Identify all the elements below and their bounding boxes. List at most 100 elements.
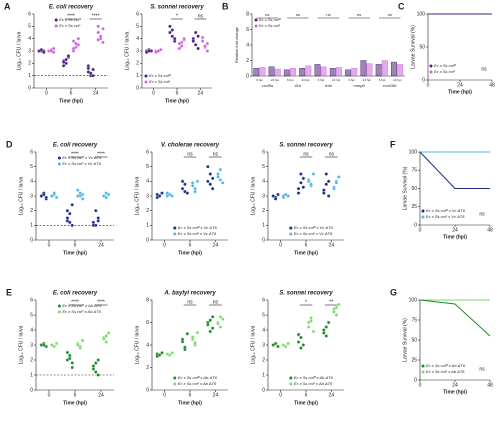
- data-point: [104, 334, 108, 338]
- data-point: [180, 186, 185, 191]
- data-point: [160, 191, 164, 195]
- significance-label: *: [305, 299, 307, 305]
- data-point: [296, 332, 301, 337]
- data-point: [334, 181, 339, 185]
- legend-marker: [421, 364, 425, 368]
- x-tick-label: 6 hpi: [318, 78, 325, 82]
- y-tick-label: 2: [30, 357, 33, 363]
- x-tick-label: 24 hpi: [271, 78, 280, 82]
- x-tick-label: 24 hpi: [393, 78, 402, 82]
- data-point: [337, 175, 341, 179]
- survival-line: [419, 151, 490, 189]
- data-point: [76, 36, 81, 41]
- x-tick-label: 24: [93, 90, 99, 96]
- chart-title: V. cholerae recovery: [161, 143, 220, 149]
- data-point: [61, 60, 66, 64]
- data-point: [96, 30, 100, 35]
- group-label: tnfa: [325, 83, 332, 88]
- legend-label: Ec x Ss colᴿ: [259, 17, 281, 22]
- data-point: [76, 188, 80, 192]
- significance-label: ns: [213, 151, 219, 157]
- data-point: [64, 57, 68, 62]
- legend-label: Ec x Ss colᴿ x Ab ΔT6: [178, 375, 218, 380]
- y-tick-label: 1: [262, 372, 265, 378]
- panel-label: D: [6, 139, 13, 149]
- y-axis-label: Log₁₀ CFU / larva: [18, 176, 24, 215]
- group-label: cxcl18b: [383, 83, 397, 88]
- y-tick-label: 2: [146, 365, 149, 371]
- data-point: [322, 188, 326, 192]
- y-axis-label: Log₁₀ CFU / larva: [16, 31, 22, 70]
- x-axis-label: Time (hpi): [294, 400, 318, 406]
- bar: [305, 65, 312, 77]
- data-point: [190, 181, 195, 185]
- data-point: [332, 186, 336, 191]
- significance-label: ****: [67, 13, 75, 19]
- legend-label: Ec x Ss colˢ: [434, 69, 456, 74]
- legend-marker: [57, 162, 61, 166]
- legend-label: Ec x Ss colˢ x Ab ΔT6: [178, 381, 217, 386]
- y-tick-label: 50: [411, 337, 417, 343]
- data-point: [193, 30, 198, 35]
- bar: [360, 60, 367, 77]
- data-point: [182, 36, 186, 41]
- y-tick-label: 0: [28, 85, 31, 91]
- legend-label: Ec x Ss colˢ x Ab ΔT6: [426, 369, 465, 374]
- y-tick-label: 6: [30, 149, 33, 155]
- y-tick-label: 2: [146, 208, 149, 214]
- data-point: [168, 30, 172, 35]
- data-point: [195, 330, 200, 335]
- legend-label: Ec x Ss colˢ: [149, 79, 171, 84]
- legend-label: Ec x Ss colᴿ: [59, 17, 81, 22]
- chart-title: E. coli recovery: [53, 291, 98, 297]
- data-point: [88, 71, 93, 75]
- data-point: [68, 211, 72, 216]
- data-point: [216, 175, 220, 179]
- panel-label: C: [398, 1, 405, 11]
- y-tick-label: 1: [262, 223, 265, 229]
- panel-label: B: [222, 1, 229, 11]
- data-point: [42, 50, 46, 54]
- data-point: [200, 35, 205, 40]
- data-point: [196, 46, 200, 51]
- y-axis-label: Larvae Survival (%): [410, 25, 416, 69]
- data-point: [96, 24, 100, 29]
- chart-title: E. coli recovery: [49, 5, 94, 11]
- y-tick-label: 0: [146, 237, 149, 243]
- significance-label: ns: [326, 12, 330, 17]
- data-point: [177, 46, 182, 51]
- legend-marker: [54, 24, 58, 28]
- panel-label: F: [390, 139, 396, 149]
- chart-title: S. sonnei recovery: [279, 291, 333, 297]
- data-point: [71, 39, 76, 43]
- bar: [351, 68, 358, 77]
- data-point: [70, 361, 74, 365]
- data-point: [160, 351, 164, 355]
- data-point: [309, 182, 313, 187]
- significance-label: ****: [97, 299, 105, 305]
- legend-label: Ec x Ss colˢ x Vc ΔT6: [426, 214, 465, 219]
- data-point: [334, 313, 339, 317]
- y-tick-label: 2: [246, 58, 249, 64]
- data-point: [311, 329, 316, 334]
- significance-label: ns: [296, 12, 300, 17]
- data-point: [65, 219, 70, 223]
- x-tick-label: 0: [279, 242, 282, 248]
- data-point: [167, 353, 172, 357]
- legend-label: Ec x Ss colᴿ x Vc ΔT6: [294, 225, 334, 230]
- data-point: [208, 172, 213, 176]
- data-point: [296, 340, 301, 344]
- x-tick-label: 24 hpi: [301, 78, 310, 82]
- data-point: [168, 24, 172, 29]
- legend-label: Ec x Ss colˢ x Ab ΔT6: [62, 309, 101, 314]
- y-tick-label: 5: [28, 24, 31, 30]
- data-point: [70, 223, 74, 228]
- y-tick-label: 5: [136, 24, 139, 30]
- data-point: [42, 192, 46, 197]
- data-point: [179, 44, 184, 48]
- y-axis-label: Log₁₀ CFU / larva: [250, 325, 256, 364]
- data-point: [306, 179, 311, 184]
- data-point: [66, 54, 71, 58]
- y-tick-label: 100: [417, 11, 426, 17]
